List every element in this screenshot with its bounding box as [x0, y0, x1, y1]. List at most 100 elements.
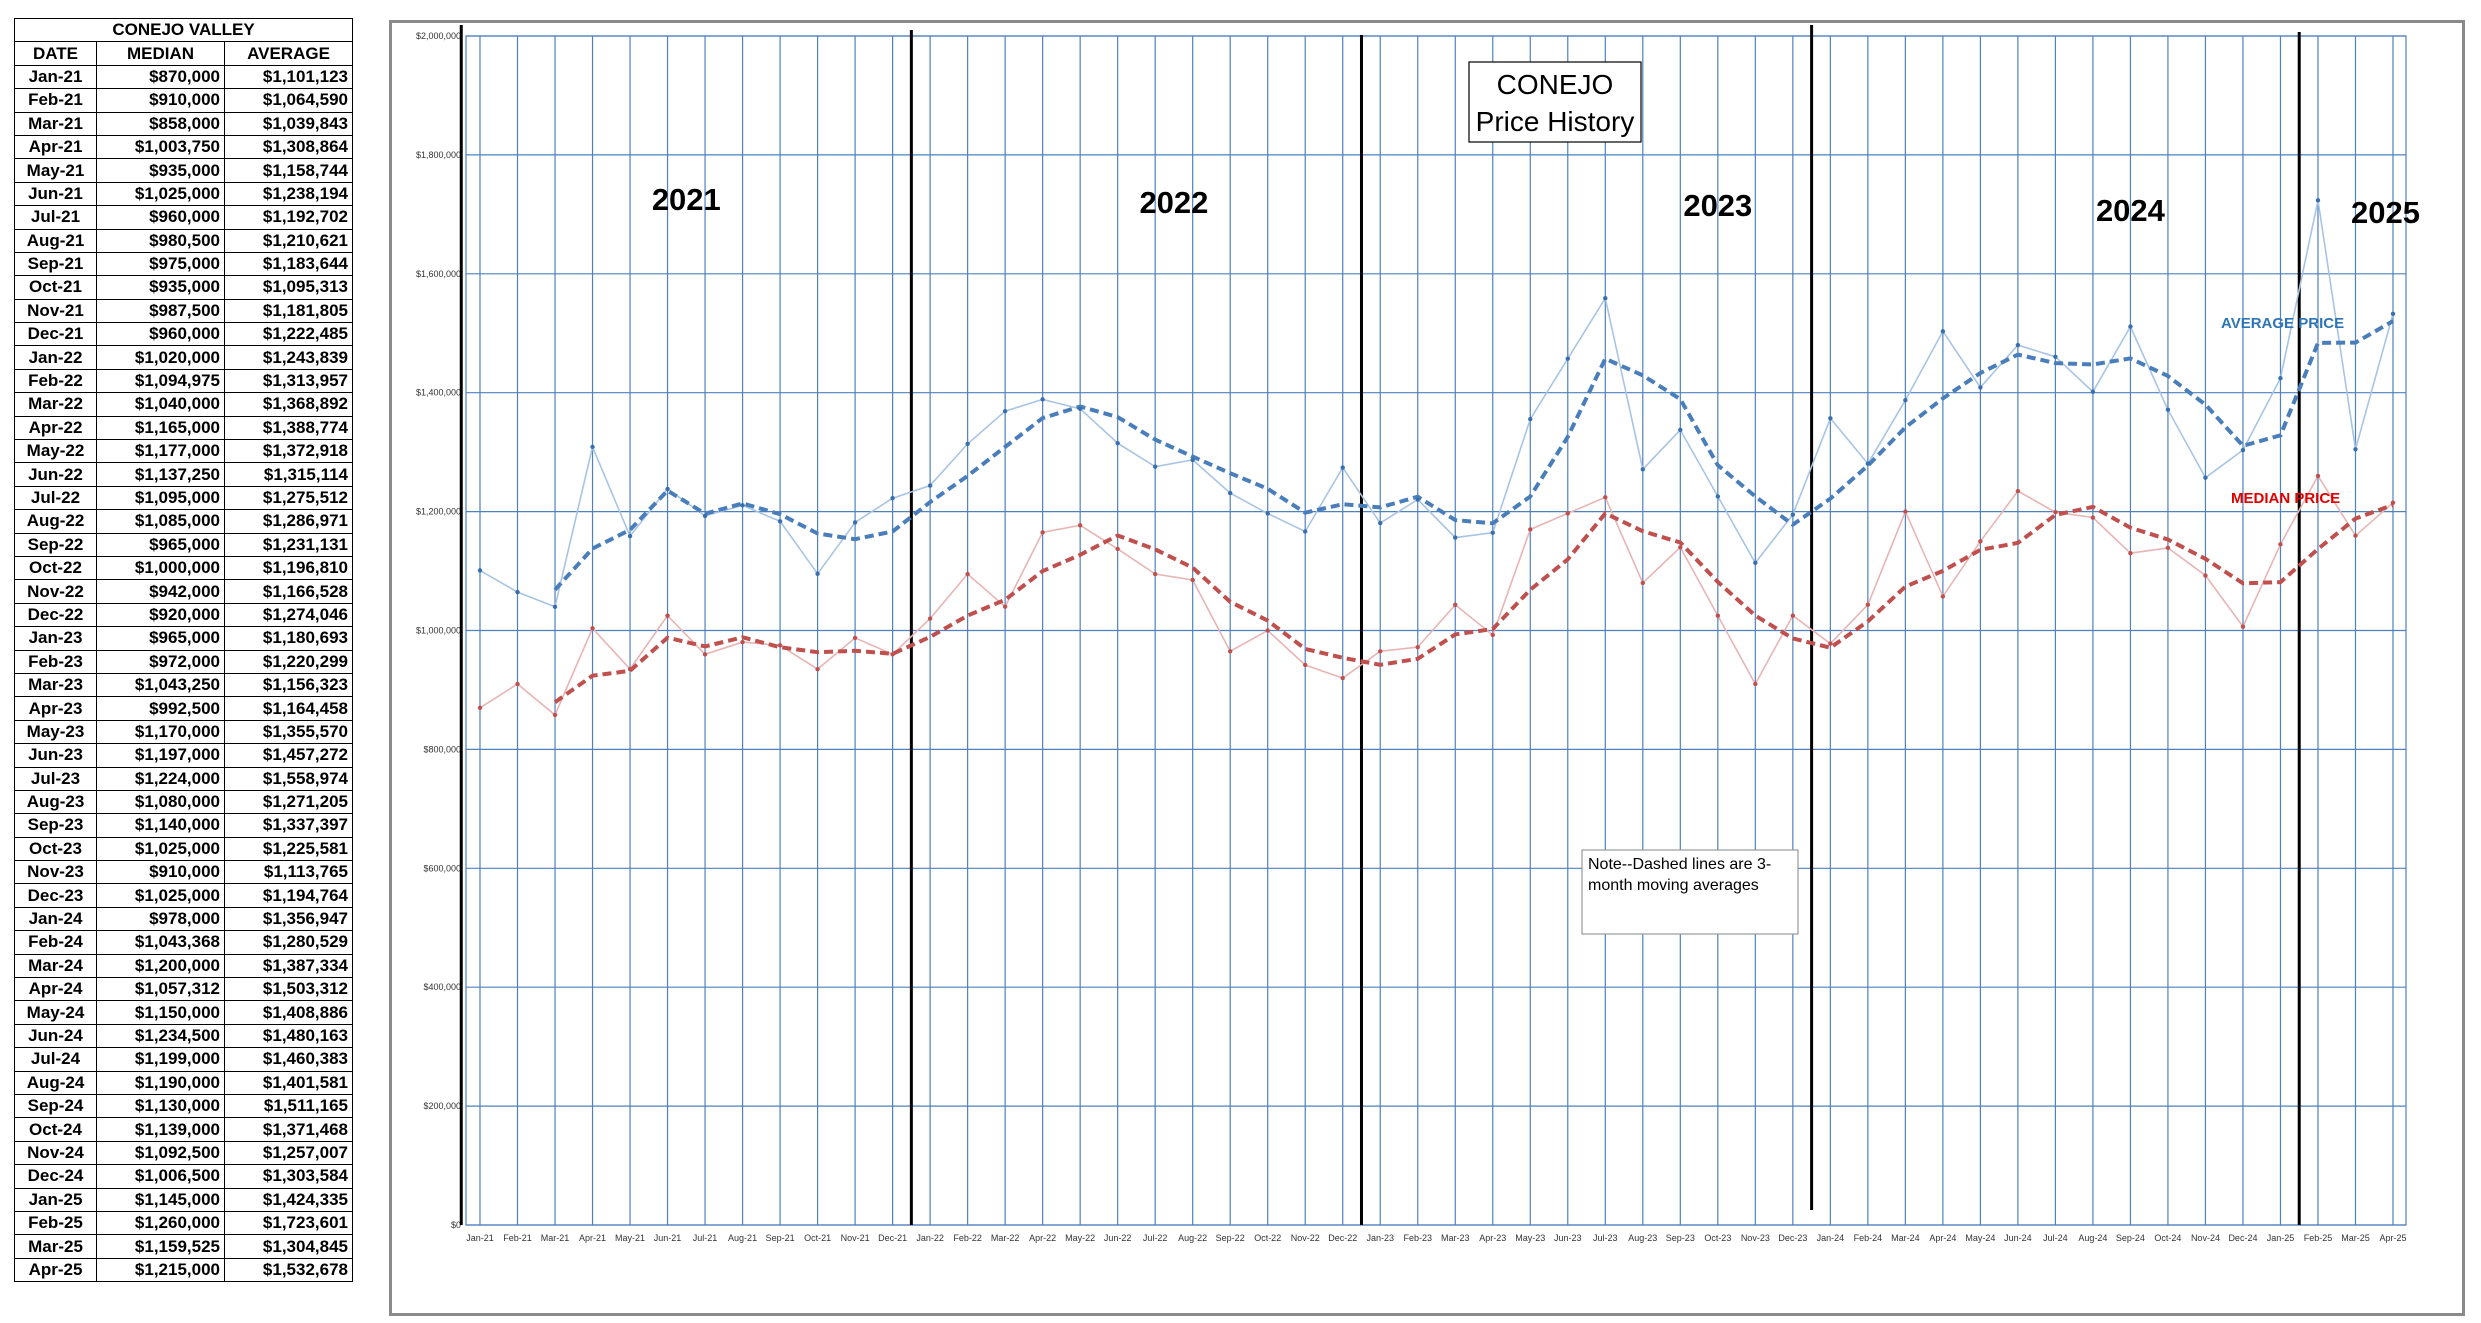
average-price-point [1190, 457, 1195, 463]
average-price-point [965, 441, 970, 447]
table-row: Apr-24 $1,057,312 $1,503,312 [14, 977, 354, 1002]
median-price-point [1978, 539, 1983, 544]
cell-date: Sep-21 [14, 251, 97, 277]
cell-average: $1,558,974 [223, 766, 354, 791]
cell-date: May-21 [14, 158, 97, 183]
x-tick-label: Aug-22 [1178, 1233, 1207, 1243]
x-tick-label: Jul-21 [693, 1233, 718, 1243]
x-tick-label: Feb-25 [2304, 1233, 2333, 1243]
cell-date: Dec-21 [14, 322, 97, 347]
average-price-point [2278, 376, 2283, 381]
x-tick-label: May-22 [1065, 1233, 1095, 1243]
median-price-point [702, 652, 708, 657]
median-price-point [1753, 681, 1758, 687]
cell-date: Dec-22 [14, 602, 97, 628]
median-price-point [515, 681, 520, 687]
note-text: Note--Dashed lines are 3-month moving av… [1588, 856, 1772, 894]
average-price-point [2165, 407, 2171, 412]
average-price-line [479, 200, 2394, 608]
median-price-point [2090, 515, 2096, 520]
cell-date: Oct-22 [14, 555, 97, 581]
cell-date: Jul-24 [14, 1047, 97, 1072]
x-tick-label: Apr-22 [1029, 1233, 1056, 1243]
average-price-point [1002, 408, 1008, 414]
cell-date: Feb-23 [14, 649, 97, 674]
year-dividers [459, 25, 2301, 1225]
cell-average: $1,192,702 [223, 205, 354, 230]
y-tick-label: $400,000 [423, 982, 461, 992]
year-label: 2024 [2096, 193, 2166, 228]
cell-median: $1,137,250 [96, 462, 225, 487]
median-price-point [1190, 577, 1195, 583]
cell-median: $1,000,000 [96, 555, 225, 581]
cell-date: Jan-22 [14, 345, 97, 370]
cell-date: Jan-25 [14, 1187, 97, 1212]
median-price-point [1940, 594, 1946, 599]
x-tick-label: May-23 [1515, 1233, 1545, 1243]
cell-median: $1,234,500 [96, 1023, 225, 1049]
year-label: 2023 [1683, 188, 1752, 223]
cell-median: $960,000 [96, 322, 225, 347]
x-tick-label: Aug-23 [1628, 1233, 1657, 1243]
x-tick-label: Dec-23 [1778, 1233, 1807, 1243]
cell-date: Mar-24 [14, 953, 97, 979]
median-price-point [1790, 613, 1796, 618]
table-row: Jul-21 $960,000 $1,192,702 [14, 205, 354, 230]
average-price-point [740, 503, 745, 508]
table-row: Mar-23 $1,043,250 $1,156,323 [14, 672, 354, 698]
average-price-point [1040, 397, 1045, 402]
table-row: Jan-25 $1,145,000 $1,424,335 [14, 1187, 354, 1212]
average-price-point [1640, 467, 1646, 472]
table-row: May-21 $935,000 $1,158,744 [14, 158, 354, 183]
cell-average: $1,166,528 [223, 579, 354, 604]
median-price-point [1340, 675, 1345, 681]
average-price-point [1678, 427, 1683, 433]
table-row: Jan-24 $978,000 $1,356,947 [14, 906, 354, 932]
table-row: Sep-24 $1,130,000 $1,511,165 [14, 1093, 354, 1119]
x-tick-label: Nov-22 [1291, 1233, 1320, 1243]
cell-date: Aug-22 [14, 509, 97, 534]
price-table: CONEJO VALLEY DATE MEDIAN AVERAGE Jan-21… [13, 17, 354, 1283]
cell-average: $1,225,581 [223, 836, 354, 862]
average-price-point [1227, 490, 1233, 496]
table-row: Sep-21 $975,000 $1,183,644 [14, 251, 354, 277]
cell-median: $935,000 [96, 275, 225, 300]
median-price-point [1415, 644, 1420, 650]
cell-average: $1,238,194 [223, 181, 354, 207]
average-price-point [552, 604, 558, 610]
average-price-point [1828, 416, 1833, 421]
average-price-point [1152, 464, 1158, 469]
cell-average: $1,304,845 [223, 1234, 354, 1259]
median-price-point [1715, 613, 1721, 618]
x-tick-label: Jan-22 [916, 1233, 944, 1243]
table-row: May-22 $1,177,000 $1,372,918 [14, 439, 354, 464]
median-price-line [479, 474, 2394, 717]
median-price-point [2390, 500, 2396, 505]
cell-average: $1,180,693 [223, 626, 354, 651]
table-row: Jul-24 $1,199,000 $1,460,383 [14, 1047, 354, 1072]
median-price-point [1303, 662, 1308, 668]
chart-title-line1: CONEJO [1497, 69, 1614, 100]
cell-median: $960,000 [96, 205, 225, 230]
y-tick-label: $1,600,000 [416, 269, 461, 279]
median-price-point [1040, 530, 1045, 535]
median-price-point [1640, 580, 1646, 586]
average-price-point [1903, 398, 1908, 403]
cell-date: Aug-23 [14, 789, 97, 815]
cell-date: Mar-21 [14, 111, 97, 136]
average-price-point [1490, 530, 1495, 535]
cell-median: $1,139,000 [96, 1117, 225, 1142]
table-row: Jun-23 $1,197,000 $1,457,272 [14, 743, 354, 768]
median-price-point [2240, 624, 2246, 629]
cell-date: May-22 [14, 439, 97, 464]
median-price-point [1490, 632, 1495, 638]
x-tick-label: Apr-25 [2379, 1233, 2406, 1243]
cell-median: $980,500 [96, 228, 225, 253]
cell-average: $1,257,007 [223, 1140, 354, 1166]
legend-median-price: MEDIAN PRICE [2231, 490, 2340, 507]
cell-average: $1,511,165 [223, 1093, 354, 1119]
median-price-point [1265, 628, 1270, 633]
header-average: AVERAGE [223, 41, 354, 66]
cell-median: $1,095,000 [96, 485, 225, 511]
average-price-point [1115, 440, 1120, 446]
